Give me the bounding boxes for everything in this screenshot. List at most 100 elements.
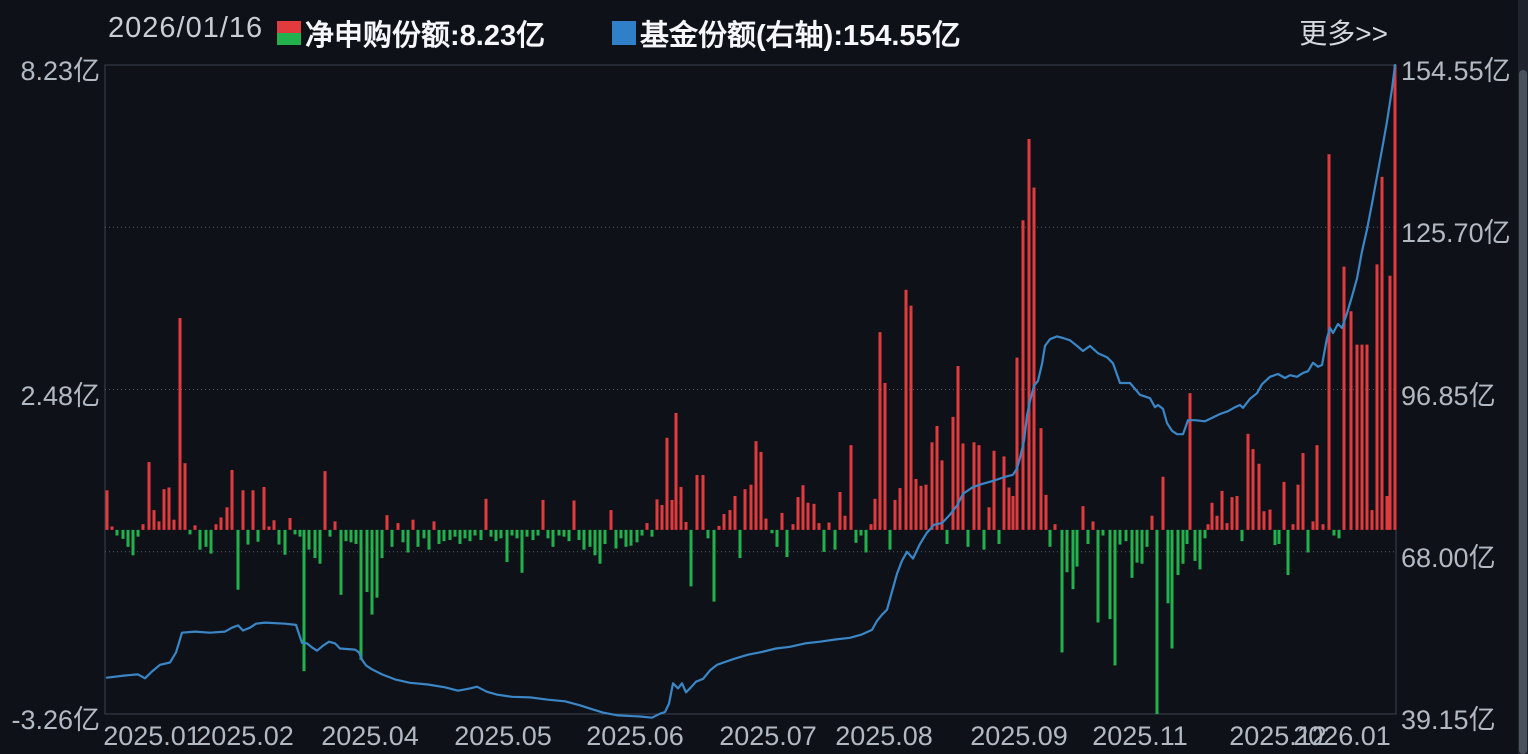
bar-net-subscription [629, 529, 633, 546]
bar-net-subscription [883, 383, 887, 530]
bar-net-subscription [172, 519, 176, 530]
bar-net-subscription [873, 498, 877, 530]
bar-net-subscription [1150, 515, 1154, 530]
bar-net-subscription [670, 499, 674, 530]
scrollbar-thumb[interactable] [1519, 70, 1527, 754]
bar-net-subscription [1286, 529, 1290, 576]
bar-net-subscription [961, 443, 965, 530]
bar-net-subscription [323, 471, 327, 530]
bar-net-subscription [945, 529, 949, 544]
bar-net-subscription [689, 529, 693, 587]
bar-net-subscription [1375, 264, 1379, 530]
bar-net-subscription [219, 517, 223, 530]
bar-net-subscription [1130, 529, 1134, 578]
bar-net-subscription [432, 521, 436, 530]
bar-net-subscription [655, 499, 659, 530]
left-axis-tick: -3.26亿 [11, 705, 100, 735]
bar-net-subscription [318, 529, 322, 564]
bar-net-subscription [489, 529, 493, 537]
bar-net-subscription [1181, 529, 1185, 564]
right-axis-tick: 154.55亿 [1401, 56, 1511, 86]
bar-net-subscription [1206, 524, 1210, 530]
bar-net-subscription [674, 412, 678, 530]
bar-net-subscription [966, 529, 970, 547]
bar-net-subscription [930, 442, 934, 530]
bar-net-subscription [1282, 481, 1286, 530]
bar-net-subscription [817, 523, 821, 530]
bar-net-subscription [1388, 275, 1392, 530]
bar-net-subscription [582, 529, 586, 550]
bar-net-subscription [1176, 529, 1180, 576]
bar-net-subscription [298, 529, 302, 537]
bar-net-subscription [396, 523, 400, 530]
bar-net-subscription [1291, 524, 1295, 530]
bar-net-subscription [869, 524, 873, 530]
bar-net-subscription [214, 524, 218, 530]
bar-net-subscription [437, 529, 441, 544]
bar-net-subscription [1262, 511, 1266, 530]
bar-net-subscription [277, 529, 281, 545]
bar-net-subscription [1188, 393, 1192, 530]
x-axis-tick: 2025.07 [719, 721, 817, 751]
bar-net-subscription [904, 289, 908, 530]
bar-net-subscription [380, 529, 384, 559]
bar-net-subscription [473, 529, 477, 536]
x-axis-tick: 2025.06 [586, 721, 684, 751]
bar-net-subscription [997, 529, 1001, 544]
bar-net-subscription [977, 445, 981, 530]
bar-net-subscription [577, 529, 581, 541]
bar-net-subscription [246, 529, 250, 545]
bar-net-subscription [1161, 476, 1165, 530]
bar-net-subscription [635, 529, 639, 543]
bar-net-subscription [775, 529, 779, 547]
bar-net-subscription [121, 529, 125, 539]
bar-net-subscription [1365, 344, 1369, 530]
bar-net-subscription [1220, 490, 1224, 530]
bar-net-subscription [1065, 529, 1069, 573]
bar-net-subscription [1385, 495, 1389, 530]
bar-net-subscription [1393, 65, 1397, 530]
bar-net-subscription [479, 529, 483, 541]
bar-net-subscription [919, 485, 923, 530]
bar-net-subscription [1342, 266, 1346, 530]
bar-net-subscription [1251, 449, 1255, 530]
line-series-swatch-icon [612, 21, 636, 45]
bar-net-subscription [1081, 506, 1085, 530]
bar-net-subscription [1113, 529, 1117, 666]
bar-net-subscription [935, 425, 939, 530]
bar-net-subscription [1230, 497, 1234, 530]
bar-net-subscription [307, 529, 311, 550]
bar-net-subscription [136, 529, 140, 537]
bar-net-subscription [827, 522, 831, 530]
bar-net-subscription [198, 529, 202, 550]
bar-net-subscription [499, 529, 503, 539]
bar-net-subscription [1015, 357, 1019, 530]
bar-net-subscription [126, 529, 130, 547]
bar-net-subscription [1145, 529, 1149, 547]
bar-net-subscription [1170, 529, 1174, 649]
bar-net-subscription [131, 529, 135, 556]
more-link[interactable]: 更多>> [1299, 18, 1388, 49]
bar-net-subscription [1071, 529, 1075, 590]
bar-net-subscription [1044, 494, 1048, 530]
bar-net-subscription [411, 519, 415, 530]
bar-net-subscription [1060, 529, 1064, 653]
scrollbar-track[interactable] [1518, 0, 1528, 754]
bar-net-subscription [806, 502, 810, 530]
bar-net-subscription [780, 512, 784, 530]
bar-net-subscription [468, 529, 472, 542]
bar-net-subscription [833, 529, 837, 550]
bar-net-subscription [1185, 529, 1189, 544]
bar-net-subscription [313, 529, 317, 559]
bar-net-subscription [115, 529, 119, 536]
bar-net-subscription [293, 529, 297, 535]
x-axis-tick: 2025.04 [321, 721, 419, 751]
bar-net-subscription [370, 529, 374, 615]
bar-net-subscription [650, 529, 654, 537]
bar-net-subscription [236, 529, 240, 590]
bar-net-subscription [147, 462, 151, 530]
legend-fund-shares-label: 基金份额(右轴):154.55亿 [640, 20, 961, 52]
plot-frame [104, 64, 1397, 715]
bar-net-subscription [225, 507, 229, 530]
